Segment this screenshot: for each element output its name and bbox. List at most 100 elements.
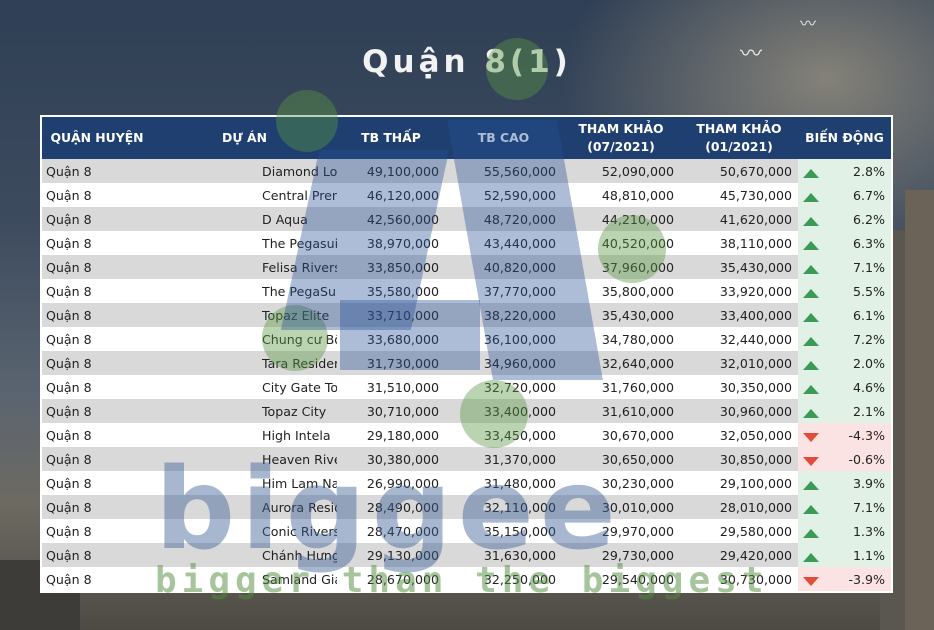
cell-ref-07-2021: 37,960,000 bbox=[601, 259, 674, 275]
cell-ref-07-2021: 30,230,000 bbox=[601, 475, 674, 491]
cell-tb-high: 32,110,000 bbox=[483, 499, 556, 515]
page-title: Quận 8(1) bbox=[362, 44, 572, 80]
change-value: 2.1% bbox=[853, 403, 885, 419]
change-value: 4.6% bbox=[853, 379, 885, 395]
table-row: Quận 8 Samland Giai Việt 28,670,000 32,250,… bbox=[42, 567, 891, 591]
arrow-down-icon bbox=[803, 456, 819, 466]
cell-project: Chung cư Bông Sao bbox=[262, 331, 337, 347]
cell-change: 1.3% bbox=[798, 519, 891, 543]
cell-project: Conic Riverside bbox=[262, 523, 337, 539]
table-row: Quận 8 Chánh Hưng Apartment 29,130,000 31,6… bbox=[42, 543, 891, 567]
arrow-up-icon bbox=[803, 552, 819, 562]
cell-ref-07-2021: 35,430,000 bbox=[601, 307, 674, 323]
cell-project: Samland Giai Việt bbox=[262, 571, 337, 587]
change-value: 7.2% bbox=[853, 331, 885, 347]
cell-tb-high: 37,770,000 bbox=[483, 283, 556, 299]
change-value: 2.8% bbox=[853, 163, 885, 179]
cell-change: 7.1% bbox=[798, 495, 891, 519]
table-row: Quận 8 D Aqua 42,560,000 48,720,000 44,210,0… bbox=[42, 207, 891, 231]
table-row: Quận 8 Chung cư Bông Sao 33,680,000 36,100,… bbox=[42, 327, 891, 351]
change-value: 6.1% bbox=[853, 307, 885, 323]
table-row: Quận 8 Topaz Elite 33,710,000 38,220,000 35,… bbox=[42, 303, 891, 327]
cell-project: Diamond Lotus Phúc Khang bbox=[262, 163, 337, 179]
cell-district: Quận 8 bbox=[46, 307, 92, 323]
cell-change: -4.3% bbox=[798, 423, 891, 447]
cell-ref-01-2021: 30,850,000 bbox=[719, 451, 792, 467]
column-header-tb-high: TB CAO bbox=[477, 130, 530, 145]
arrow-up-icon bbox=[803, 192, 819, 202]
price-table-panel: QUẬN HUYỆN DỰ ÁN TB THẤP TB CAO THAM KHẢ… bbox=[40, 115, 893, 593]
change-value: -4.3% bbox=[848, 427, 885, 443]
cell-project: Heaven Riverview bbox=[262, 451, 337, 467]
cell-change: 1.1% bbox=[798, 543, 891, 567]
cell-ref-01-2021: 30,350,000 bbox=[719, 379, 792, 395]
cell-tb-low: 29,180,000 bbox=[366, 427, 439, 443]
cell-tb-high: 31,480,000 bbox=[483, 475, 556, 491]
arrow-down-icon bbox=[803, 432, 819, 442]
cell-tb-high: 31,630,000 bbox=[483, 547, 556, 563]
change-value: 7.1% bbox=[853, 259, 885, 275]
cell-district: Quận 8 bbox=[46, 499, 92, 515]
cell-ref-01-2021: 45,730,000 bbox=[719, 187, 792, 203]
arrow-down-icon bbox=[803, 576, 819, 586]
cell-ref-01-2021: 30,960,000 bbox=[719, 403, 792, 419]
cell-project: High Intela bbox=[262, 427, 331, 443]
column-header-ref-01-2021: THAM KHẢO (01/2021) bbox=[680, 117, 798, 159]
table-row: Quận 8 Felisa Riverside 33,850,000 40,820,0… bbox=[42, 255, 891, 279]
table-row: Quận 8 Central Premium 46,120,000 52,590,00… bbox=[42, 183, 891, 207]
change-value: 5.5% bbox=[853, 283, 885, 299]
change-value: -3.9% bbox=[848, 571, 885, 587]
column-header-tb-low: TB THẤP bbox=[361, 130, 421, 145]
cell-ref-07-2021: 31,610,000 bbox=[601, 403, 674, 419]
cell-district: Quận 8 bbox=[46, 403, 92, 419]
cell-ref-01-2021: 28,010,000 bbox=[719, 499, 792, 515]
background-building bbox=[905, 190, 934, 630]
cell-change: 6.3% bbox=[798, 231, 891, 255]
cell-project: Topaz Elite bbox=[262, 307, 330, 323]
bird-icon: 〰 bbox=[740, 42, 763, 67]
cell-ref-07-2021: 52,090,000 bbox=[601, 163, 674, 179]
arrow-up-icon bbox=[803, 168, 819, 178]
cell-tb-low: 42,560,000 bbox=[366, 211, 439, 227]
table-row: Quận 8 Conic Riverside 28,470,000 35,150,00… bbox=[42, 519, 891, 543]
cell-tb-high: 33,400,000 bbox=[483, 403, 556, 419]
cell-project: The PegaSuite 2 bbox=[262, 283, 337, 299]
cell-change: -3.9% bbox=[798, 567, 891, 591]
change-value: 1.3% bbox=[853, 523, 885, 539]
cell-ref-07-2021: 29,540,000 bbox=[601, 571, 674, 587]
cell-tb-high: 43,440,000 bbox=[483, 235, 556, 251]
cell-ref-01-2021: 32,010,000 bbox=[719, 355, 792, 371]
cell-project: The Pegasuite bbox=[262, 235, 337, 251]
cell-change: 7.2% bbox=[798, 327, 891, 351]
cell-change: -0.6% bbox=[798, 447, 891, 471]
cell-district: Quận 8 bbox=[46, 163, 92, 179]
cell-change: 7.1% bbox=[798, 255, 891, 279]
change-value: 7.1% bbox=[853, 499, 885, 515]
cell-change: 3.9% bbox=[798, 471, 891, 495]
cell-ref-01-2021: 29,100,000 bbox=[719, 475, 792, 491]
column-header-ref-07-2021-line1: THAM KHẢO bbox=[578, 121, 664, 136]
cell-tb-low: 28,490,000 bbox=[366, 499, 439, 515]
cell-tb-high: 38,220,000 bbox=[483, 307, 556, 323]
cell-tb-low: 33,710,000 bbox=[366, 307, 439, 323]
change-value: 6.3% bbox=[853, 235, 885, 251]
cell-ref-01-2021: 32,440,000 bbox=[719, 331, 792, 347]
cell-ref-01-2021: 33,920,000 bbox=[719, 283, 792, 299]
cell-ref-07-2021: 35,800,000 bbox=[601, 283, 674, 299]
cell-project: Central Premium bbox=[262, 187, 337, 203]
cell-change: 6.2% bbox=[798, 207, 891, 231]
cell-project: Topaz City bbox=[262, 403, 327, 419]
cell-ref-07-2021: 29,970,000 bbox=[601, 523, 674, 539]
cell-ref-01-2021: 33,400,000 bbox=[719, 307, 792, 323]
cell-tb-low: 33,850,000 bbox=[366, 259, 439, 275]
column-header-ref-07-2021: THAM KHẢO (07/2021) bbox=[562, 117, 680, 159]
cell-tb-high: 52,590,000 bbox=[483, 187, 556, 203]
arrow-up-icon bbox=[803, 480, 819, 490]
arrow-up-icon bbox=[803, 408, 819, 418]
table-row: Quận 8 Him Lam Nam Khánh 26,990,000 31,480,… bbox=[42, 471, 891, 495]
bird-icon: 〰 bbox=[800, 14, 817, 33]
cell-ref-07-2021: 29,730,000 bbox=[601, 547, 674, 563]
cell-tb-low: 29,130,000 bbox=[366, 547, 439, 563]
cell-district: Quận 8 bbox=[46, 187, 92, 203]
cell-tb-low: 30,380,000 bbox=[366, 451, 439, 467]
